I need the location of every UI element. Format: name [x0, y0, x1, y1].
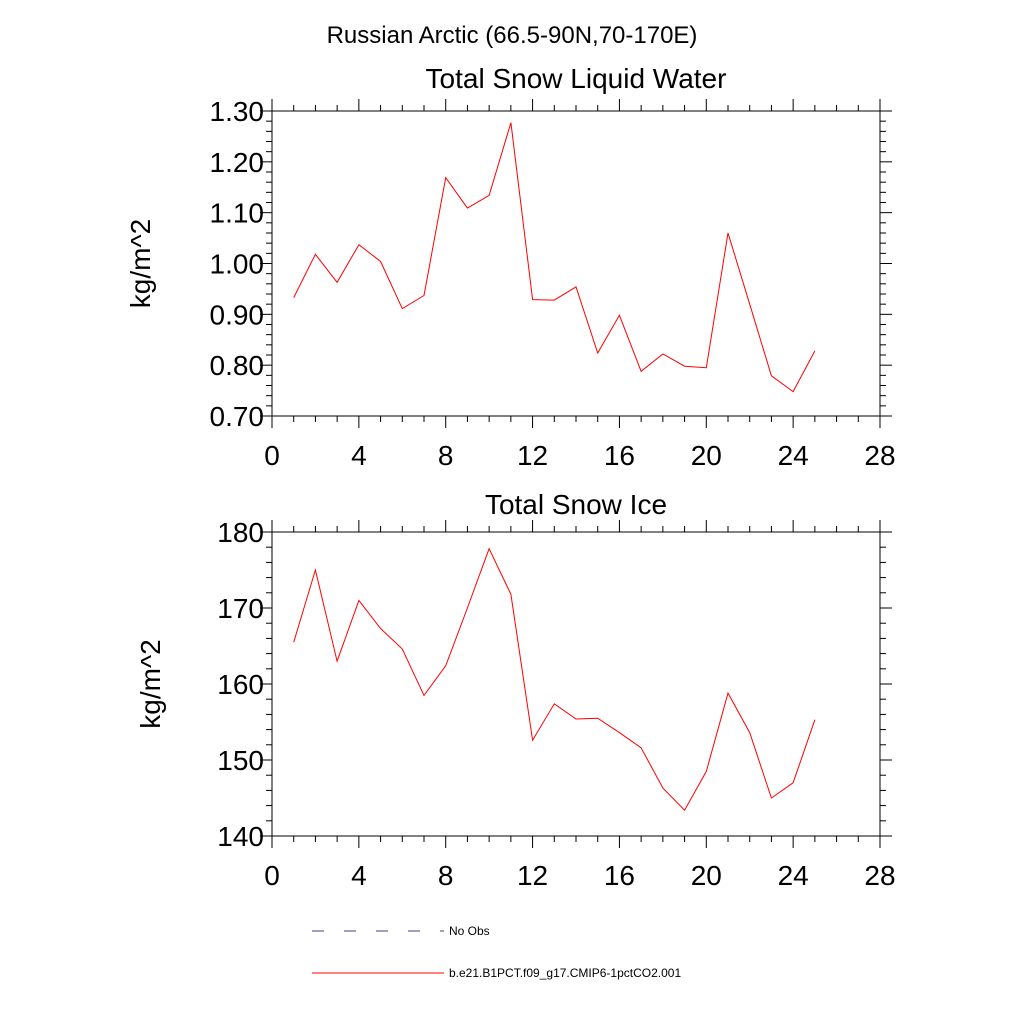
x-tick-label: 16	[604, 440, 635, 471]
y-tick-label: 0.80	[210, 350, 265, 381]
legend: No Obs b.e21.B1PCT.f09_g17.CMIP6-1pctCO2…	[312, 924, 681, 980]
y-axis-label: kg/m^2	[135, 639, 166, 728]
x-tick-label: 28	[864, 440, 895, 471]
y-tick-label: 150	[217, 745, 264, 776]
x-tick-label: 24	[778, 440, 809, 471]
figure-supertitle: Russian Arctic (66.5-90N,70-170E)	[327, 22, 698, 49]
chart-title: Total Snow Liquid Water	[426, 63, 727, 94]
series-line	[293, 547, 816, 812]
y-tick-label: 1.30	[210, 96, 265, 127]
y-tick-label: 0.70	[210, 401, 265, 432]
y-tick-label: 140	[217, 821, 264, 852]
x-tick-label: 20	[691, 860, 722, 891]
x-tick-label: 20	[691, 440, 722, 471]
x-tick-label: 28	[864, 860, 895, 891]
y-tick-label: 160	[217, 669, 264, 700]
y-tick-label: 1.10	[210, 198, 265, 229]
chart-title: Total Snow Ice	[485, 489, 667, 520]
y-tick-label: 0.90	[210, 299, 265, 330]
panel-snow-liquid-water: Total Snow Liquid Water kg/m^2 0 4 8 12 16 20 24…	[125, 63, 896, 471]
y-axis-label: kg/m^2	[125, 219, 156, 308]
x-tick-label: 0	[264, 440, 280, 471]
y-tick-label: 180	[217, 517, 264, 548]
y-tick-label: 170	[217, 593, 264, 624]
panel-snow-ice: Total Snow Ice kg/m^2 0 4 8 12 16 20 24 28 140 150 1…	[135, 489, 896, 891]
y-tick-label: 1.00	[210, 249, 265, 280]
plot-frame	[271, 531, 881, 837]
plot-frame	[271, 110, 881, 417]
x-tick-label: 0	[264, 860, 280, 891]
x-tick-label: 4	[351, 440, 367, 471]
x-tick-label: 12	[517, 860, 548, 891]
x-tick-label: 4	[351, 860, 367, 891]
series-line	[293, 122, 816, 393]
x-tick-label: 16	[604, 860, 635, 891]
x-tick-label: 8	[438, 440, 454, 471]
legend-model-label: b.e21.B1PCT.f09_g17.CMIP6-1pctCO2.001	[449, 966, 681, 980]
x-tick-label: 12	[517, 440, 548, 471]
y-tick-label: 1.20	[210, 147, 265, 178]
legend-no-obs-label: No Obs	[449, 924, 490, 938]
x-tick-label: 8	[438, 860, 454, 891]
x-tick-label: 24	[778, 860, 809, 891]
